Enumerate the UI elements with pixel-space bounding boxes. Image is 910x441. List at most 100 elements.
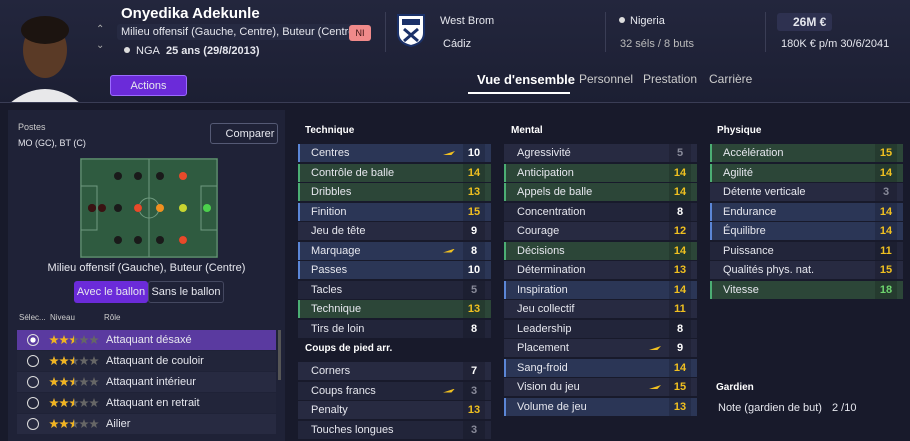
attribute-row: Passes 10 xyxy=(298,261,491,279)
attribute-name: Leadership xyxy=(517,322,572,335)
attribute-name: Anticipation xyxy=(517,166,574,179)
role-row[interactable]: Attaquant en retrait xyxy=(17,393,276,413)
attribute-name: Appels de balle xyxy=(517,186,593,198)
radio xyxy=(27,397,39,409)
toggle-off[interactable]: Sans le ballon xyxy=(148,281,224,303)
compare-button[interactable]: Comparer xyxy=(210,123,278,144)
actions-button[interactable]: Actions xyxy=(110,75,187,96)
attribute-row: Courage 12 xyxy=(504,222,697,240)
attribute-name: Décisions xyxy=(517,244,565,257)
attribute-name: Agilité xyxy=(723,166,753,179)
stars xyxy=(49,335,99,345)
attribute-value: 5 xyxy=(669,144,691,162)
player-name: Onyedika Adekunle xyxy=(121,5,260,22)
divider xyxy=(605,12,606,52)
attribute-name: Endurance xyxy=(723,205,777,218)
role-row[interactable]: Attaquant de couloir xyxy=(17,351,276,371)
attribute-row: Détente verticale 3 xyxy=(710,183,903,201)
pitch-caption: Milieu offensif (Gauche), Buteur (Centre… xyxy=(47,262,246,274)
compare-label: Comparer xyxy=(225,127,275,140)
role-name: Attaquant intérieur xyxy=(106,376,196,388)
role-row[interactable]: Attaquant intérieur xyxy=(17,372,276,392)
attribute-row: Équilibre 14 xyxy=(710,222,903,240)
attribute-value: 11 xyxy=(669,300,691,318)
attribute-row: Jeu de tête 9 xyxy=(298,222,491,240)
tab[interactable]: Personnel xyxy=(579,72,634,86)
pitch xyxy=(80,158,218,258)
attribute-value: 5 xyxy=(463,280,485,299)
attribute-row: Agilité 14 xyxy=(710,163,903,182)
attribute-row: Centres 10 xyxy=(298,144,491,162)
attribute-name: Détermination xyxy=(517,264,586,276)
tab[interactable]: Vue d'ensemble xyxy=(477,72,575,87)
attribute-value: 10 xyxy=(463,261,485,279)
attribute-value: 10 xyxy=(463,144,485,162)
attribute-value: 13 xyxy=(669,397,691,416)
tab[interactable]: Prestation xyxy=(643,72,698,86)
actions-label: Actions xyxy=(130,79,167,92)
radio xyxy=(27,376,39,388)
nav-arrows[interactable]: ⌃ ⌄ xyxy=(96,24,105,51)
club[interactable]: West Brom xyxy=(440,15,495,27)
attribute-value: 15 xyxy=(875,261,897,279)
role-name: Ailier xyxy=(106,418,131,430)
attribute-row: Décisions 14 xyxy=(504,241,697,260)
attribute-value: 12 xyxy=(669,222,691,240)
attribute-name: Accélération xyxy=(723,147,784,159)
attribute-name: Volume de jeu xyxy=(517,400,587,413)
attribute-name: Jeu collectif xyxy=(517,303,575,315)
scrollbar[interactable] xyxy=(278,330,281,380)
nationality: NGA xyxy=(136,45,160,57)
attribute-value: 18 xyxy=(875,280,897,299)
star-fill xyxy=(49,335,74,345)
caps: 32 séls / 8 buts xyxy=(620,38,694,50)
attribute-row: Endurance 14 xyxy=(710,202,903,221)
group-title: Mental xyxy=(511,125,543,136)
progress-arrow xyxy=(649,346,661,350)
attribute-row: Qualités phys. nat. 15 xyxy=(710,261,903,279)
attribute-value: 3 xyxy=(875,183,897,201)
attribute-row: Tacles 5 xyxy=(298,280,491,299)
attribute-name: Dribbles xyxy=(311,186,352,198)
attribute-name: Coups francs xyxy=(311,384,376,397)
flag xyxy=(124,47,130,53)
attribute-value: 14 xyxy=(875,163,897,182)
stars xyxy=(49,356,99,366)
loan-club[interactable]: Cádiz xyxy=(443,38,472,50)
attribute-row: Leadership 8 xyxy=(504,319,697,338)
tab[interactable]: Carrière xyxy=(709,72,753,86)
attribute-value: 15 xyxy=(463,202,485,221)
attribute-value: 9 xyxy=(669,339,691,357)
progress-arrow xyxy=(649,385,661,389)
attribute-row: Vitesse 18 xyxy=(710,280,903,299)
attribute-name: Technique xyxy=(311,303,362,315)
group-title: Physique xyxy=(717,125,762,136)
attribute-name: Contrôle de balle xyxy=(311,166,395,179)
attribute-value: 14 xyxy=(669,163,691,182)
attribute-name: Détente verticale xyxy=(723,186,806,198)
attribute-value: 14 xyxy=(875,222,897,240)
attribute-name: Jeu de tête xyxy=(311,225,366,237)
attribute-name: Corners xyxy=(311,365,351,377)
progress-arrow xyxy=(443,151,455,155)
role-name: Attaquant en retrait xyxy=(106,397,200,409)
attribute-name: Passes xyxy=(311,264,348,276)
group-title: Coups de pied arr. xyxy=(305,343,393,354)
attribute-value: 8 xyxy=(669,319,691,338)
attribute-value: 14 xyxy=(669,280,691,299)
toggle-label: Avec le ballon xyxy=(76,286,146,298)
role-row[interactable]: Ailier xyxy=(17,414,276,434)
radio xyxy=(27,355,39,367)
attribute-row: Corners 7 xyxy=(298,362,491,380)
role-row[interactable]: Attaquant désaxé xyxy=(17,330,276,350)
attribute-row: Appels de balle 14 xyxy=(504,183,697,201)
radio xyxy=(27,334,39,346)
attribute-value: 13 xyxy=(463,300,485,318)
toggle-on[interactable]: Avec le ballon xyxy=(74,281,148,303)
contract: 180K € p/m 30/6/2041 xyxy=(781,38,890,50)
attribute-row: Accélération 15 xyxy=(710,144,903,162)
attribute-row: Penalty 13 xyxy=(298,401,491,419)
stars xyxy=(49,419,99,429)
attribute-value: 15 xyxy=(875,144,897,162)
